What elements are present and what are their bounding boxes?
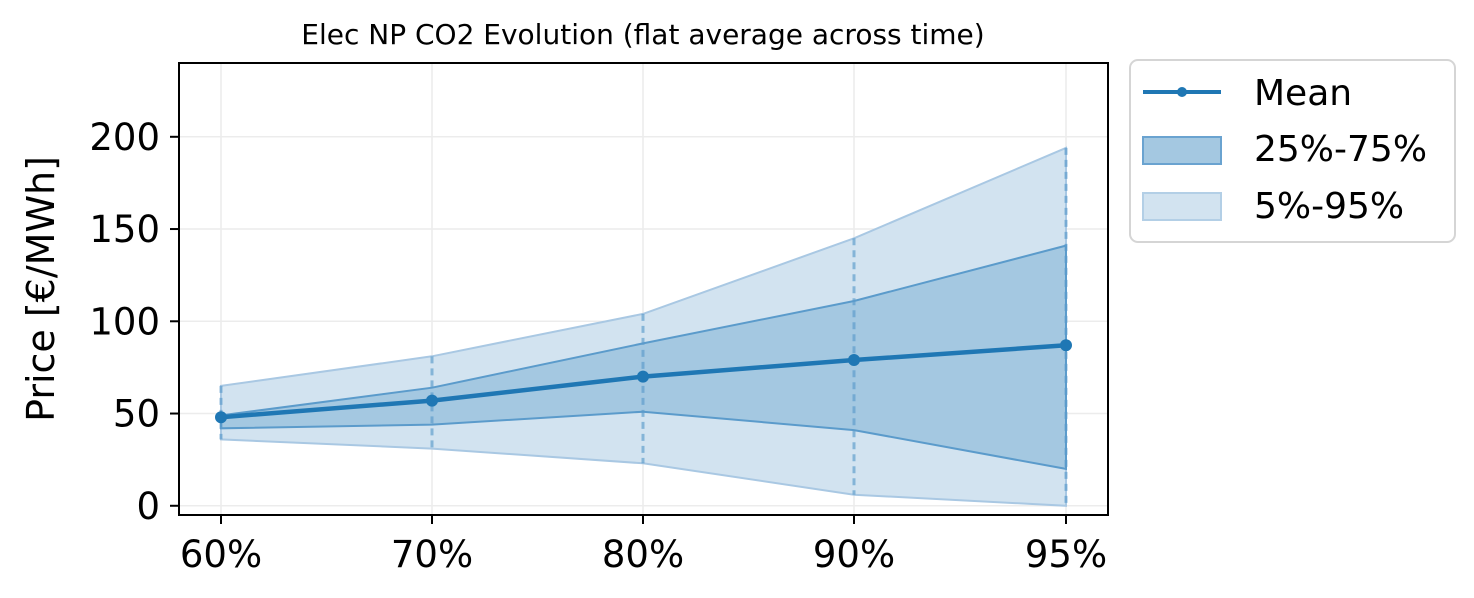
legend-label-mean: Mean xyxy=(1254,73,1352,114)
x-tick-label-1: 70% xyxy=(391,533,473,576)
y-axis-label: Price [€/MWh] xyxy=(19,156,63,422)
x-tick-label-0: 60% xyxy=(180,533,262,576)
mean-point-2 xyxy=(637,370,649,383)
legend-label-25-75: 25%-75% xyxy=(1254,129,1427,170)
chart-title: Elec NP CO2 Evolution (flat average acro… xyxy=(301,18,984,51)
mean-point-3 xyxy=(848,354,860,366)
mean-point-4 xyxy=(1060,339,1072,352)
legend: Mean 25%-75% 5%-95% xyxy=(1129,59,1456,243)
y-tick-label-2: 100 xyxy=(89,300,160,343)
x-tick-label-2: 80% xyxy=(602,533,684,576)
y-tick-label-1: 50 xyxy=(113,393,160,436)
y-axis: 0 50 100 150 200 xyxy=(89,116,179,528)
mean-series xyxy=(215,339,1072,424)
legend-swatch-25-75 xyxy=(1142,136,1222,165)
y-tick-label-4: 200 xyxy=(89,116,160,159)
x-tick-label-4: 95% xyxy=(1025,533,1107,576)
mean-point-0 xyxy=(215,411,227,424)
x-tick-label-3: 90% xyxy=(813,533,895,576)
x-axis: 60% 70% 80% 90% 95% xyxy=(180,515,1107,576)
legend-marker-mean xyxy=(1177,87,1187,97)
legend-swatch-5-95 xyxy=(1142,192,1222,221)
legend-label-5-95: 5%-95% xyxy=(1254,186,1404,227)
y-tick-label-3: 150 xyxy=(89,208,160,251)
y-tick-label-0: 0 xyxy=(136,485,160,528)
mean-point-1 xyxy=(426,394,438,407)
